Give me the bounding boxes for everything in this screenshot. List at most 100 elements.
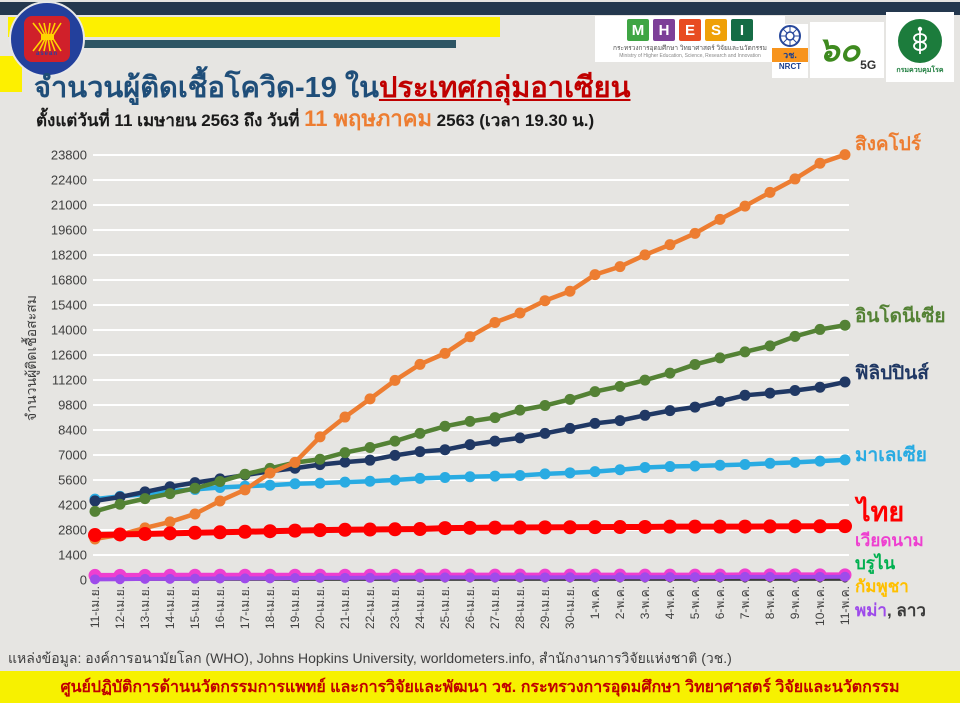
series-point-thailand-28: [788, 519, 802, 534]
series-point-indonesia-1: [114, 498, 126, 510]
footer-banner-text: ศูนย์ปฏิบัติการด้านนวัตกรรมการแพทย์ และก…: [60, 678, 900, 696]
series-point-indonesia-16: [489, 412, 501, 424]
x-tick-16: 27-เม.ย.: [488, 586, 502, 629]
series-point-indonesia-29: [814, 323, 826, 335]
series-point-myanmar-0: [90, 574, 100, 585]
x-tick-18: 29-เม.ย.: [538, 586, 552, 629]
x-tick-28: 9-พ.ค.: [788, 586, 802, 619]
y-tick-21000: 21000: [51, 198, 87, 213]
series-point-singapore-25: [714, 213, 726, 225]
anniversary-5g-label: 5G: [860, 58, 877, 72]
y-tick-4200: 4200: [58, 498, 87, 513]
series-point-indonesia-27: [764, 340, 776, 352]
series-point-indonesia-6: [239, 468, 251, 480]
series-point-singapore-30: [839, 149, 851, 161]
series-point-indonesia-28: [789, 330, 801, 342]
x-tick-4: 15-เม.ย.: [188, 586, 202, 629]
series-point-myanmar-29: [815, 571, 825, 582]
series-point-singapore-24: [689, 227, 701, 239]
series-point-indonesia-19: [564, 393, 576, 405]
series-point-myanmar-7: [265, 573, 275, 584]
series-point-thailand-9: [313, 523, 327, 538]
left-yellow-strip: [0, 56, 22, 92]
y-tick-14000: 14000: [51, 323, 87, 338]
series-point-myanmar-16: [490, 572, 500, 583]
y-tick-9800: 9800: [58, 398, 87, 413]
page-subtitle: ตั้งแต่วันที่ 11 เมษายน 2563 ถึง วันที่ …: [36, 101, 594, 136]
series-point-myanmar-5: [215, 573, 225, 584]
series-point-singapore-8: [289, 456, 301, 468]
series-point-malaysia-16: [489, 470, 501, 482]
series-point-singapore-21: [614, 261, 626, 273]
series-point-myanmar-4: [190, 573, 200, 584]
x-tick-13: 24-เม.ย.: [413, 586, 427, 629]
series-point-philippines-20: [589, 417, 601, 429]
x-tick-20: 1-พ.ค.: [588, 586, 602, 619]
x-tick-12: 23-เม.ย.: [388, 586, 402, 629]
series-point-philippines-29: [814, 381, 826, 393]
nrct-logo: วช. NRCT: [772, 24, 808, 78]
series-point-malaysia-27: [764, 457, 776, 469]
subtitle-date-highlight: 11 พฤษภาคม: [304, 106, 432, 131]
x-tick-29: 10-พ.ค.: [813, 586, 827, 626]
series-point-indonesia-25: [714, 352, 726, 364]
series-point-myanmar-11: [365, 572, 375, 583]
series-point-philippines-26: [739, 389, 751, 401]
series-point-philippines-16: [489, 435, 501, 447]
series-point-philippines-10: [339, 456, 351, 468]
series-point-thailand-26: [738, 519, 752, 534]
x-tick-10: 21-เม.ย.: [338, 586, 352, 629]
x-tick-27: 8-พ.ค.: [763, 586, 777, 619]
series-point-singapore-20: [589, 269, 601, 281]
x-tick-8: 19-เม.ย.: [288, 586, 302, 629]
legend-label-thailand: ไทย: [854, 496, 904, 527]
series-point-indonesia-17: [514, 404, 526, 416]
series-point-myanmar-20: [590, 572, 600, 583]
series-point-thailand-30: [838, 519, 852, 534]
legend-label-brunei: บรูไน: [855, 553, 895, 575]
series-point-indonesia-2: [139, 493, 151, 505]
series-point-philippines-11: [364, 454, 376, 466]
series-point-malaysia-26: [739, 459, 751, 471]
series-point-philippines-14: [439, 444, 451, 456]
x-tick-9: 20-เม.ย.: [313, 586, 327, 629]
series-point-thailand-5: [213, 525, 227, 540]
asean-rice-sheaf-icon: [32, 22, 62, 51]
series-point-singapore-12: [389, 374, 401, 386]
series-point-thailand-21: [613, 520, 627, 535]
series-point-singapore-3: [164, 516, 176, 528]
data-source-note: แหล่งข้อมูล: องค์การอนามัยโลก (WHO), Joh…: [8, 650, 732, 666]
title-main: จำนวนผู้ติดเชื้อโควิด-19 ใน: [34, 72, 379, 104]
series-point-malaysia-17: [514, 470, 526, 482]
mhesi-english-name: Ministry of Higher Education, Science, R…: [619, 53, 761, 59]
asean-logo-emblem: asean: [24, 16, 70, 62]
legend-label-singapore: สิงคโปร์: [855, 132, 922, 155]
series-point-indonesia-5: [214, 476, 226, 487]
series-point-indonesia-22: [639, 374, 651, 386]
legend-label-cambodia: กัมพูชา: [855, 577, 909, 598]
legend-label-myanmar: พม่า, ลาว: [855, 601, 926, 620]
series-point-philippines-27: [764, 387, 776, 399]
series-point-malaysia-20: [589, 466, 601, 478]
series-point-philippines-22: [639, 409, 651, 421]
nrct-60th-5g-logo: ๖๐ 5G: [810, 22, 884, 78]
series-point-singapore-15: [464, 331, 476, 343]
series-point-malaysia-10: [339, 476, 351, 488]
series-point-malaysia-29: [814, 455, 826, 467]
series-point-singapore-17: [514, 307, 526, 319]
series-point-singapore-4: [189, 508, 201, 520]
x-tick-1: 12-เม.ย.: [113, 586, 127, 629]
legend-label-vietnam: เวียดนาม: [855, 530, 924, 550]
x-tick-25: 6-พ.ค.: [713, 586, 727, 619]
y-tick-5600: 5600: [58, 473, 87, 488]
asean-logo: asean: [9, 1, 85, 77]
series-point-myanmar-6: [240, 573, 250, 584]
series-point-thailand-1: [113, 527, 127, 542]
x-tick-24: 5-พ.ค.: [688, 586, 702, 619]
series-point-indonesia-3: [164, 488, 176, 500]
series-point-philippines-15: [464, 439, 476, 451]
series-point-thailand-27: [763, 519, 777, 534]
series-point-malaysia-15: [464, 471, 476, 483]
x-tick-30: 11-พ.ค.: [838, 586, 852, 625]
